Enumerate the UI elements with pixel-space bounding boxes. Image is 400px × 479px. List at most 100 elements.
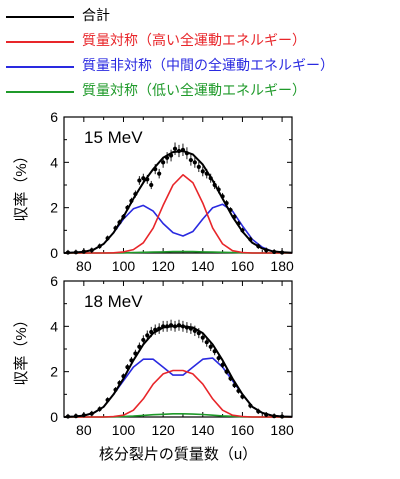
- data-point: [125, 365, 130, 370]
- data-point: [264, 248, 269, 253]
- data-point: [272, 249, 277, 254]
- y-tick-label: 6: [50, 273, 58, 289]
- data-point: [153, 167, 158, 172]
- x-axis-label: 核分裂片の質量数（u）: [99, 445, 257, 463]
- data-point: [240, 394, 245, 399]
- data-point: [204, 171, 209, 176]
- data-point: [212, 182, 217, 188]
- x-tick-label: 100: [112, 258, 136, 274]
- legend-label-asymmetric: 質量非対称（中間の全運動エネルギー）: [82, 58, 334, 74]
- data-point: [256, 409, 261, 414]
- data-point: [204, 340, 209, 345]
- data-point: [228, 207, 233, 213]
- data-point: [141, 337, 146, 343]
- data-point: [73, 250, 78, 255]
- data-point: [188, 157, 193, 163]
- data-point: [220, 194, 225, 199]
- y-tick-label: 2: [50, 364, 58, 380]
- data-point: [196, 331, 201, 336]
- data-point: [176, 148, 182, 154]
- legend-label-symmetric-high: 質量対称（高い全運動エネルギー）: [82, 33, 306, 49]
- legend-item-total: 合計: [0, 6, 400, 28]
- data-point: [117, 380, 122, 386]
- data-point: [149, 182, 154, 188]
- data-point: [145, 333, 150, 338]
- legend-label-total: 合計: [82, 8, 110, 24]
- data-point: [200, 169, 205, 174]
- data-point: [161, 160, 166, 165]
- y-axis-label: 収率（%）: [13, 148, 30, 221]
- data-point: [168, 323, 174, 328]
- x-tick-label: 140: [191, 422, 215, 438]
- panel-label: 18 MeV: [84, 292, 143, 311]
- data-point: [232, 214, 237, 219]
- data-point: [180, 147, 186, 152]
- data-point: [97, 244, 102, 249]
- data-point: [172, 324, 178, 329]
- data-point: [137, 344, 142, 349]
- data-point: [228, 376, 233, 381]
- legend-item-symmetric-low: 質量対称（低い全運動エネルギー）: [0, 81, 400, 103]
- x-tick-label: 180: [270, 422, 294, 438]
- legend-line-symmetric-high: [6, 41, 74, 43]
- data-point: [279, 250, 285, 255]
- data-point: [220, 362, 225, 367]
- legend-item-symmetric-high: 質量対称（高い全運動エネルギー）: [0, 31, 400, 53]
- data-point: [129, 358, 134, 363]
- data-point: [89, 411, 94, 416]
- data-point: [164, 155, 170, 160]
- data-point: [188, 326, 193, 331]
- data-point: [65, 250, 71, 255]
- data-point: [192, 160, 197, 165]
- data-point: [81, 413, 86, 418]
- legend-line-asymmetric: [6, 66, 74, 68]
- legend-item-asymmetric: 質量非対称（中間の全運動エネルギー）: [0, 56, 400, 78]
- y-tick-label: 0: [50, 409, 58, 425]
- data-point: [133, 191, 138, 197]
- x-tick-label: 140: [191, 258, 215, 274]
- data-point: [192, 328, 197, 333]
- y-axis-label: 収率（%）: [13, 312, 30, 385]
- data-point: [145, 177, 150, 182]
- data-point: [117, 220, 122, 225]
- x-tick-label: 80: [76, 422, 92, 438]
- data-point: [200, 335, 205, 340]
- data-point: [216, 355, 221, 361]
- data-point: [121, 214, 126, 219]
- data-point: [125, 205, 130, 210]
- data-point: [184, 325, 190, 330]
- legend: 合計 質量対称（高い全運動エネルギー） 質量非対称（中間の全運動エネルギー） 質…: [0, 0, 400, 110]
- data-point: [208, 344, 213, 349]
- data-point: [248, 237, 253, 242]
- series-line-1: [64, 369, 292, 418]
- data-point: [168, 153, 174, 158]
- data-point: [212, 349, 217, 354]
- data-point: [216, 187, 221, 192]
- x-tick-label: 120: [151, 422, 175, 438]
- data-point: [256, 244, 261, 249]
- data-point: [236, 388, 241, 394]
- y-tick-label: 6: [50, 109, 58, 125]
- x-tick-label: 80: [76, 258, 92, 274]
- y-tick-label: 4: [50, 318, 58, 334]
- data-point: [224, 201, 229, 206]
- series-line-0: [63, 325, 293, 418]
- series-line-0: [63, 150, 293, 254]
- x-tick-label: 180: [270, 258, 294, 274]
- data-point: [65, 414, 71, 419]
- data-point: [129, 198, 134, 203]
- series-line-1: [64, 174, 292, 254]
- data-point: [164, 324, 170, 329]
- data-point: [232, 383, 237, 388]
- data-point: [141, 176, 146, 181]
- data-point: [248, 403, 253, 408]
- x-tick-label: 120: [151, 258, 175, 274]
- legend-line-symmetric-low: [6, 91, 74, 93]
- x-tick-label: 160: [231, 258, 255, 274]
- y-tick-label: 2: [50, 200, 58, 216]
- data-point: [97, 406, 102, 412]
- data-point: [196, 164, 201, 169]
- x-tick-label: 160: [231, 422, 255, 438]
- data-point: [89, 248, 94, 253]
